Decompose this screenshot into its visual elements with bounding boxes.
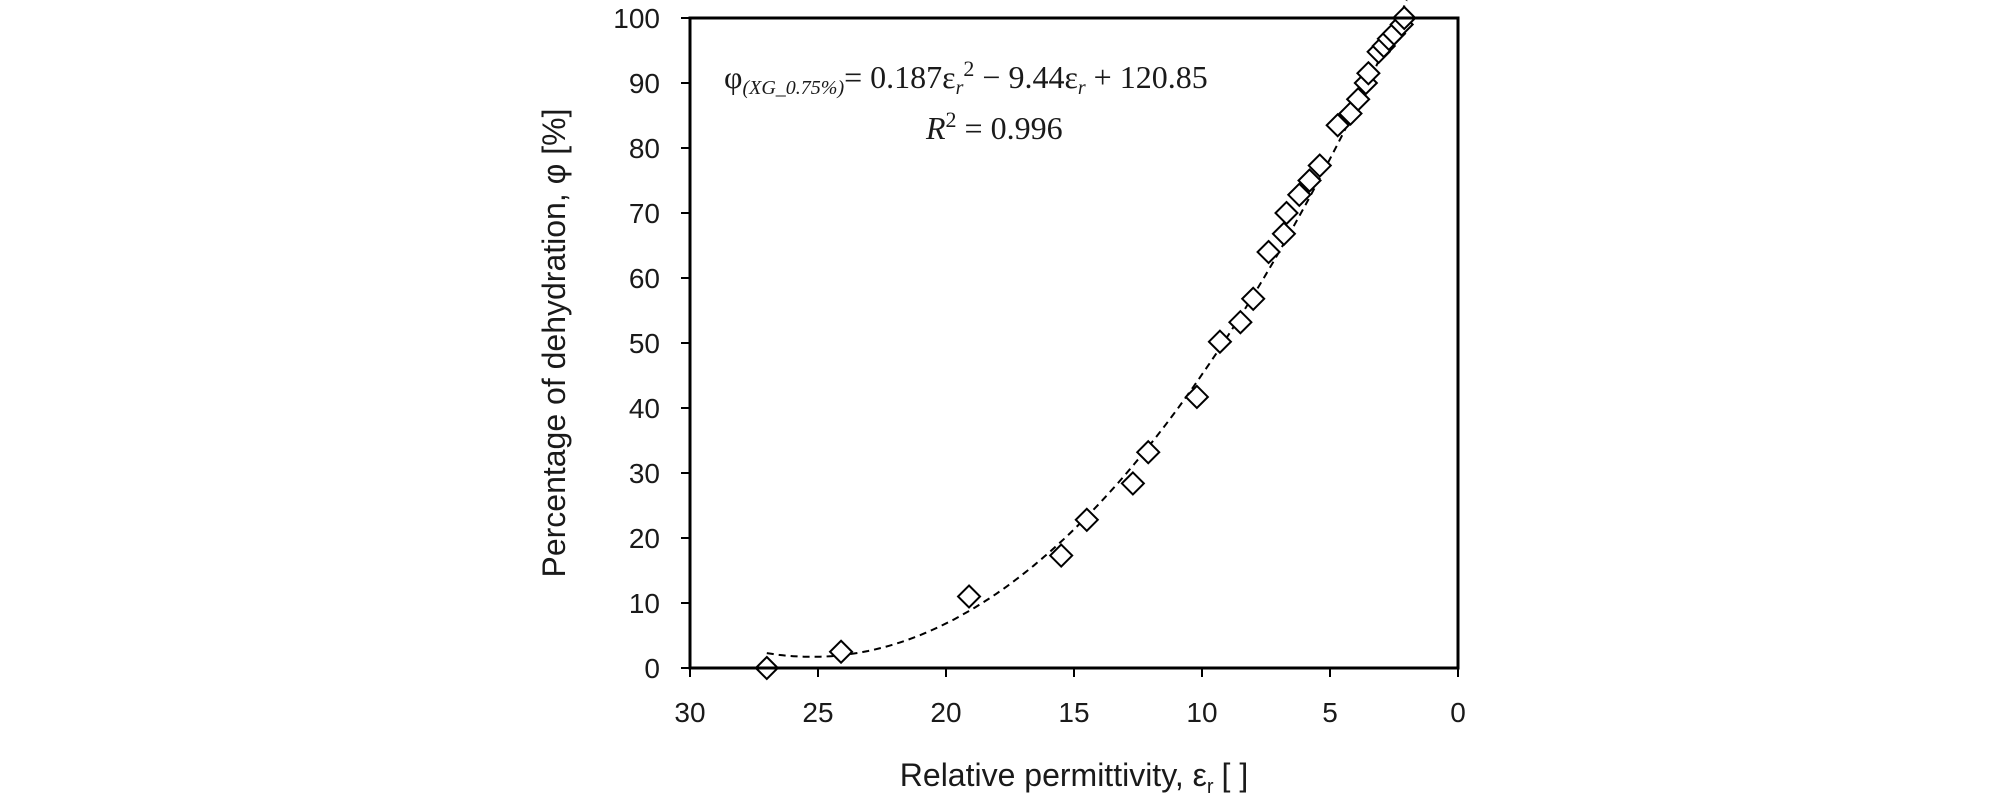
data-point <box>828 639 854 665</box>
x-tick-label: 25 <box>802 697 833 728</box>
y-tick-label: 40 <box>629 393 660 424</box>
data-point <box>1074 507 1100 533</box>
y-axis-label: Percentage of dehydration, φ [%] <box>536 108 572 577</box>
x-tick-label: 20 <box>930 697 961 728</box>
y-tick-label: 90 <box>629 68 660 99</box>
data-point <box>956 584 982 609</box>
x-axis-ticks: 30 25 20 15 10 5 0 <box>674 668 1466 728</box>
data-point <box>1207 329 1233 355</box>
x-tick-label: 15 <box>1058 697 1089 728</box>
data-point <box>1325 112 1351 138</box>
r-squared: R2 = 0.996 <box>925 107 1063 146</box>
fit-equation-phi-subscript: (XG_0.75%) <box>742 77 844 99</box>
data-point <box>1184 384 1210 410</box>
x-axis-label-unit: [ ] <box>1222 757 1249 793</box>
trendline <box>766 0 1408 658</box>
data-point <box>1355 60 1381 86</box>
data-point <box>1135 439 1161 465</box>
y-tick-label: 0 <box>644 653 660 684</box>
y-tick-label: 10 <box>629 588 660 619</box>
data-point <box>1286 182 1312 208</box>
y-tick-label: 60 <box>629 263 660 294</box>
x-tick-label: 10 <box>1186 697 1217 728</box>
y-tick-label: 30 <box>629 458 660 489</box>
y-tick-label: 100 <box>613 3 660 34</box>
x-tick-label: 5 <box>1322 697 1338 728</box>
data-points <box>754 5 1417 681</box>
data-point <box>1345 86 1371 112</box>
data-point <box>1297 168 1322 193</box>
y-axis-ticks: 0 10 20 30 40 50 60 70 80 90 100 <box>613 3 690 684</box>
x-tick-label: 30 <box>674 697 705 728</box>
data-point <box>1240 286 1266 312</box>
x-tick-label: 0 <box>1450 697 1466 728</box>
data-point <box>1271 221 1297 247</box>
y-tick-label: 80 <box>629 133 660 164</box>
x-axis-label: Relative permittivity, εr[ ] <box>900 757 1248 798</box>
x-axis-label-subscript: r <box>1207 776 1214 798</box>
data-point <box>1048 543 1074 568</box>
data-point <box>1274 200 1299 226</box>
trendline-layer <box>766 0 1408 658</box>
data-point <box>1120 470 1146 496</box>
y-tick-label: 20 <box>629 523 660 554</box>
data-point <box>1256 239 1281 265</box>
data-point <box>1307 153 1333 178</box>
data-point <box>1227 309 1253 335</box>
fit-equation: φ(XG_0.75%)= 0.187εr2 − 9.44εr + 120.85 <box>724 56 1208 99</box>
y-tick-label: 50 <box>629 328 660 359</box>
y-tick-label: 70 <box>629 198 660 229</box>
